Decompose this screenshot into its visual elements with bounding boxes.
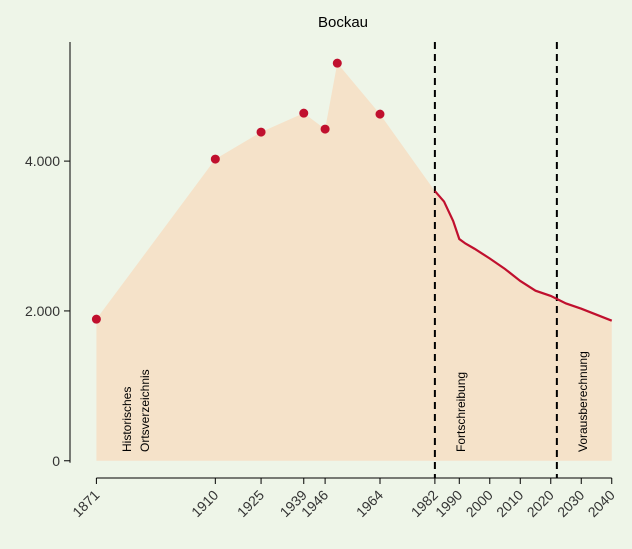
area — [96, 63, 612, 461]
annotation: Fortschreibung — [454, 372, 468, 452]
point — [332, 58, 342, 68]
point — [375, 109, 385, 119]
annotation: Vorausberechnung — [576, 351, 590, 452]
point — [210, 154, 220, 164]
annotation: Historisches — [120, 387, 134, 452]
point — [320, 124, 330, 134]
y-tick-label: 0 — [52, 453, 60, 469]
point — [91, 314, 101, 324]
y-tick-label: 2.000 — [25, 303, 60, 319]
chart-title: Bockau — [318, 14, 368, 31]
y-tick-label: 4.000 — [25, 153, 60, 169]
line — [434, 190, 613, 322]
annotation: Ortsverzeichnis — [138, 369, 152, 452]
point — [256, 127, 266, 137]
point — [299, 108, 309, 118]
